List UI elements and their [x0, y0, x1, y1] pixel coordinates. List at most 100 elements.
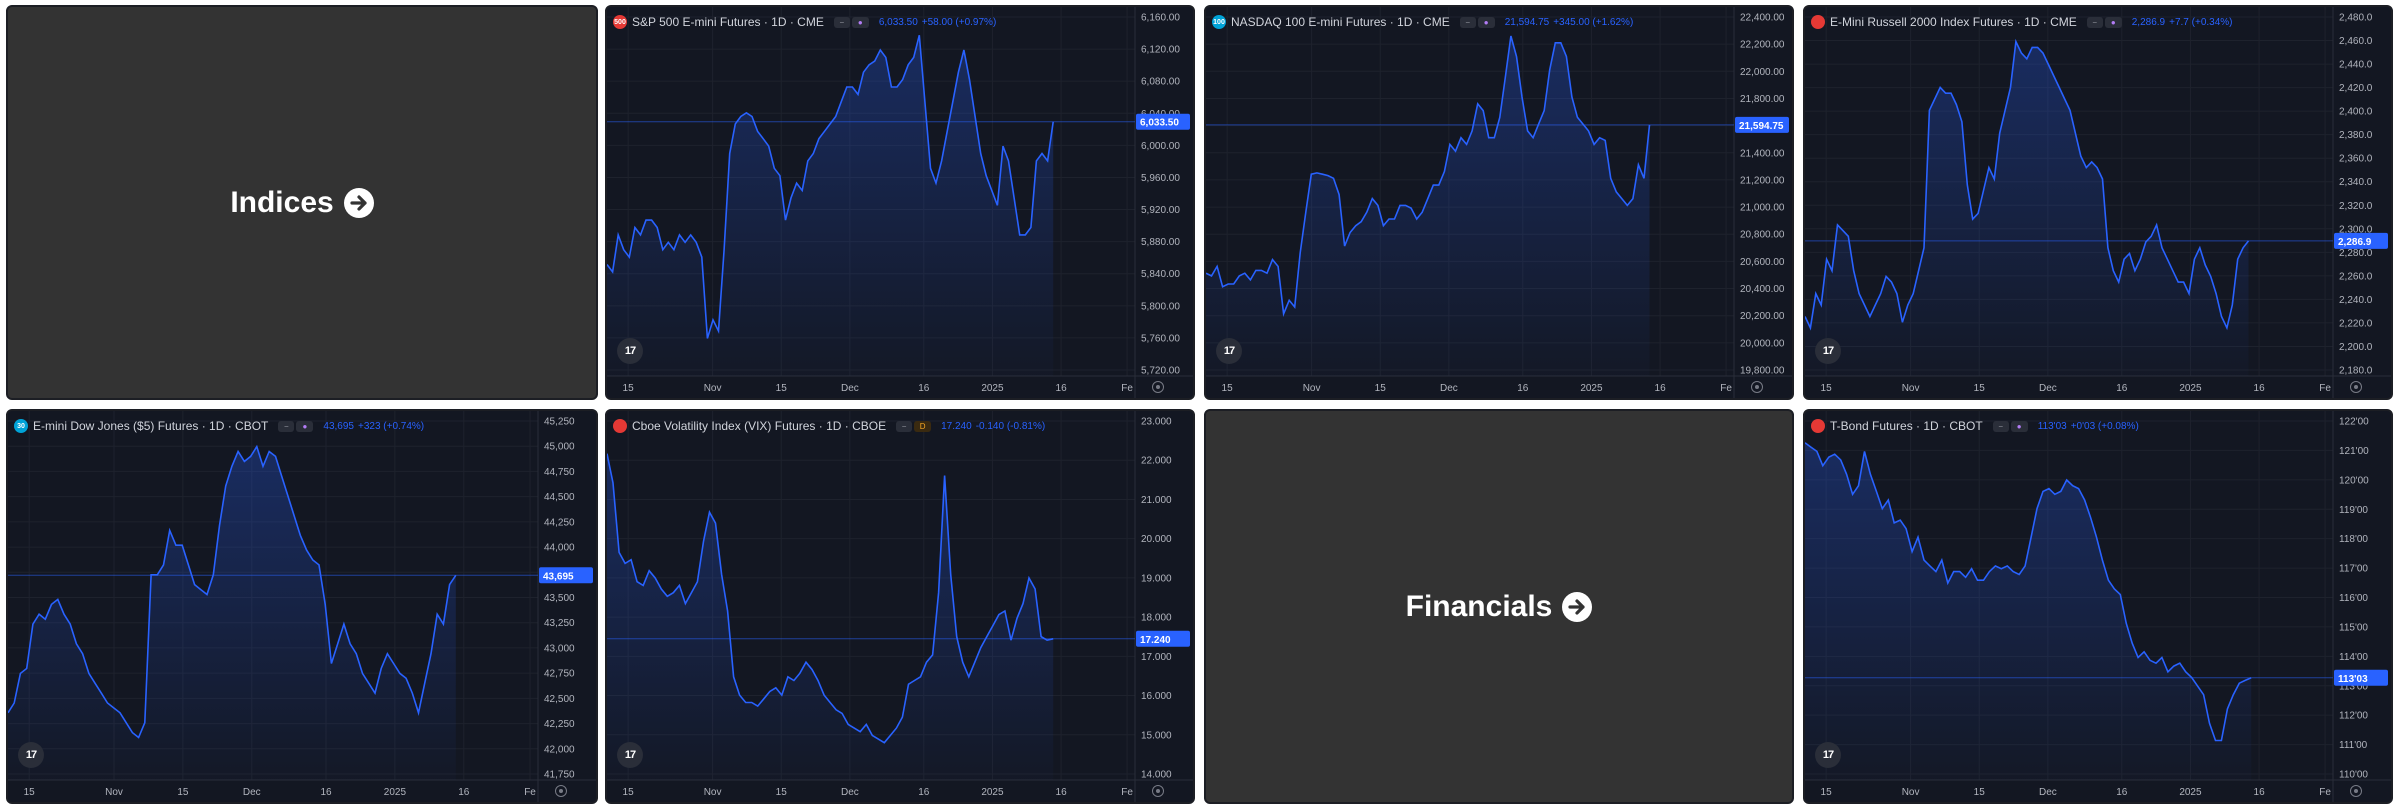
y-tick-label: 119'00	[2339, 505, 2368, 516]
series-line	[607, 35, 1054, 339]
price-quote: 2,286.9 +7.7 (+0.34%)	[2132, 17, 2233, 28]
chart-tile-dowjones[interactable]: 45,25045,00044,75044,50044,25044,00043,7…	[6, 409, 598, 804]
settings-gear-icon[interactable]	[555, 785, 567, 797]
y-tick-label: 21,800.00	[1740, 94, 1785, 105]
category-indices[interactable]: Indices	[6, 5, 598, 400]
x-tick-label: Fe	[1121, 383, 1133, 394]
settings-gear-icon[interactable]	[2350, 785, 2362, 797]
status-badge: −	[278, 420, 295, 432]
price-quote: 17.240 -0.140 (-0.81%)	[941, 421, 1045, 432]
settings-gear-icon[interactable]	[1152, 381, 1164, 393]
x-tick-label: 15	[623, 383, 635, 394]
last-price-value: 113'03	[2338, 674, 2368, 685]
tradingview-logo-icon[interactable]: 17	[1216, 338, 1242, 364]
settings-gear-icon[interactable]	[1751, 381, 1763, 393]
y-tick-label: 6,120.00	[1141, 45, 1180, 56]
settings-gear-icon[interactable]	[2350, 381, 2362, 393]
status-badge: ●	[296, 420, 314, 432]
logo-mark: 17	[25, 749, 37, 761]
category-financials[interactable]: Financials	[1204, 409, 1794, 804]
x-tick-label: 15	[177, 787, 189, 798]
chart-plot[interactable]: 2,480.0 2,460.0 2,440.0 2,420.0 2,400.0 2,380…	[1805, 7, 2391, 398]
series-line	[607, 453, 1054, 744]
y-tick-label: 2,440.0	[2339, 60, 2373, 71]
chart-tile-sp500[interactable]: 6,160.006,120.006,080.006,040.006,000.00…	[605, 5, 1195, 400]
tradingview-logo-icon[interactable]: 17	[1815, 338, 1841, 364]
symbol-title[interactable]: S&P 500 E-mini Futures · 1D · CME	[632, 15, 824, 29]
y-tick-label: 19.000	[1141, 573, 1172, 584]
tradingview-logo-icon[interactable]: 17	[617, 742, 643, 768]
y-tick-label: 2,180.0	[2339, 366, 2373, 377]
symbol-logo-icon: 100	[1212, 15, 1226, 29]
chart-plot[interactable]: 45,25045,00044,75044,50044,25044,00043,7…	[8, 411, 596, 802]
y-tick-label: 43,250	[544, 618, 575, 629]
x-tick-label: Dec	[1440, 383, 1458, 394]
tradingview-logo-icon[interactable]: 17	[1815, 742, 1841, 768]
arrow-right-icon	[343, 187, 374, 218]
tradingview-logo-icon[interactable]: 17	[617, 338, 643, 364]
y-tick-label: 5,960.00	[1141, 173, 1180, 184]
price-value: 6,033.50	[878, 16, 918, 28]
y-tick-label: 44,250	[544, 517, 575, 528]
y-tick-label: 18.000	[1141, 613, 1172, 624]
y-tick-label: 45,250	[544, 417, 575, 428]
category-label: Indices	[230, 185, 334, 219]
y-tick-label: 2,300.0	[2339, 224, 2373, 235]
symbol-title[interactable]: T-Bond Futures · 1D · CBOT	[1830, 419, 1983, 433]
y-tick-label: 118'00	[2339, 534, 2368, 545]
x-tick-label: 15	[1974, 787, 1986, 798]
x-tick-label: 15	[1974, 383, 1986, 394]
y-tick-label: 14.000	[1141, 770, 1172, 781]
status-badge: −	[1459, 16, 1476, 28]
x-tick-label: 15	[623, 787, 635, 798]
x-tick-label: 15	[24, 787, 36, 798]
x-tick-label: 2025	[2179, 787, 2202, 798]
x-tick-label: 16	[320, 787, 332, 798]
symbol-title[interactable]: Cboe Volatility Index (VIX) Futures · 1D…	[632, 419, 887, 433]
settings-gear-icon[interactable]	[1152, 785, 1164, 797]
series-area	[1805, 41, 2249, 376]
chart-tile-nasdaq100[interactable]: 22,400.0022,200.0022,000.0021,800.0021,6…	[1204, 5, 1794, 400]
chart-plot[interactable]: 122'00 121'00 120'00 119'00 118'00 117'00 116'…	[1805, 411, 2391, 802]
price-change: +58.00 (+0.97%)	[921, 16, 997, 28]
symbol-title[interactable]: NASDAQ 100 E-mini Futures · 1D · CME	[1231, 15, 1450, 29]
chart-tile-vix[interactable]: 23.000 22.000 21.000 20.000 19.000 18.000 17.0…	[605, 409, 1195, 804]
y-tick-label: 15.000	[1141, 730, 1172, 741]
y-tick-label: 44,750	[544, 467, 575, 478]
y-tick-label: 16.000	[1141, 691, 1172, 702]
status-badges: − ●	[1992, 420, 2028, 432]
x-tick-label: 15	[1222, 383, 1234, 394]
logo-mark: 17	[624, 749, 636, 761]
chart-plot[interactable]: 22,400.0022,200.0022,000.0021,800.0021,6…	[1206, 7, 1792, 398]
price-value: 113'03	[2037, 420, 2067, 432]
status-badges: − ●	[1459, 16, 1495, 28]
last-price-tag	[1735, 116, 1789, 133]
x-tick-label: 16	[2254, 383, 2266, 394]
chart-tile-tbond[interactable]: 122'00 121'00 120'00 119'00 118'00 117'00 116'…	[1803, 409, 2393, 804]
chart-tile-russell2000[interactable]: 2,480.0 2,460.0 2,440.0 2,420.0 2,400.0 2,380…	[1803, 5, 2393, 400]
status-badges: − ●	[2086, 16, 2122, 28]
status-badge: −	[833, 16, 850, 28]
last-price-tag	[2334, 669, 2388, 686]
y-tick-label: 44,500	[544, 492, 575, 503]
y-tick-label: 121'00	[2339, 446, 2369, 457]
symbol-title[interactable]: E-Mini Russell 2000 Index Futures · 1D ·…	[1830, 15, 2077, 29]
symbol-logo-icon: 30	[14, 419, 28, 433]
logo-mark: 17	[624, 345, 636, 357]
x-tick-label: 15	[1821, 787, 1833, 798]
price-change: -0.140 (-0.81%)	[975, 420, 1046, 432]
status-badge: −	[1992, 420, 2009, 432]
symbol-title[interactable]: E-mini Dow Jones ($5) Futures · 1D · CBO…	[33, 419, 269, 433]
logo-mark: 17	[1822, 345, 1834, 357]
x-tick-label: 15	[776, 383, 788, 394]
x-tick-label: Dec	[841, 787, 859, 798]
chart-plot[interactable]: 23.000 22.000 21.000 20.000 19.000 18.000 17.0…	[607, 411, 1193, 802]
y-tick-label: 20.000	[1141, 534, 1172, 545]
logo-mark: 17	[1223, 345, 1235, 357]
tradingview-logo-icon[interactable]: 17	[18, 742, 44, 768]
x-tick-label: Fe	[2319, 787, 2331, 798]
chart-plot[interactable]: 6,160.006,120.006,080.006,040.006,000.00…	[607, 7, 1193, 398]
x-tick-label: Dec	[2039, 787, 2057, 798]
y-tick-label: 23.000	[1141, 417, 1172, 428]
y-tick-label: 22,000.00	[1740, 67, 1785, 78]
